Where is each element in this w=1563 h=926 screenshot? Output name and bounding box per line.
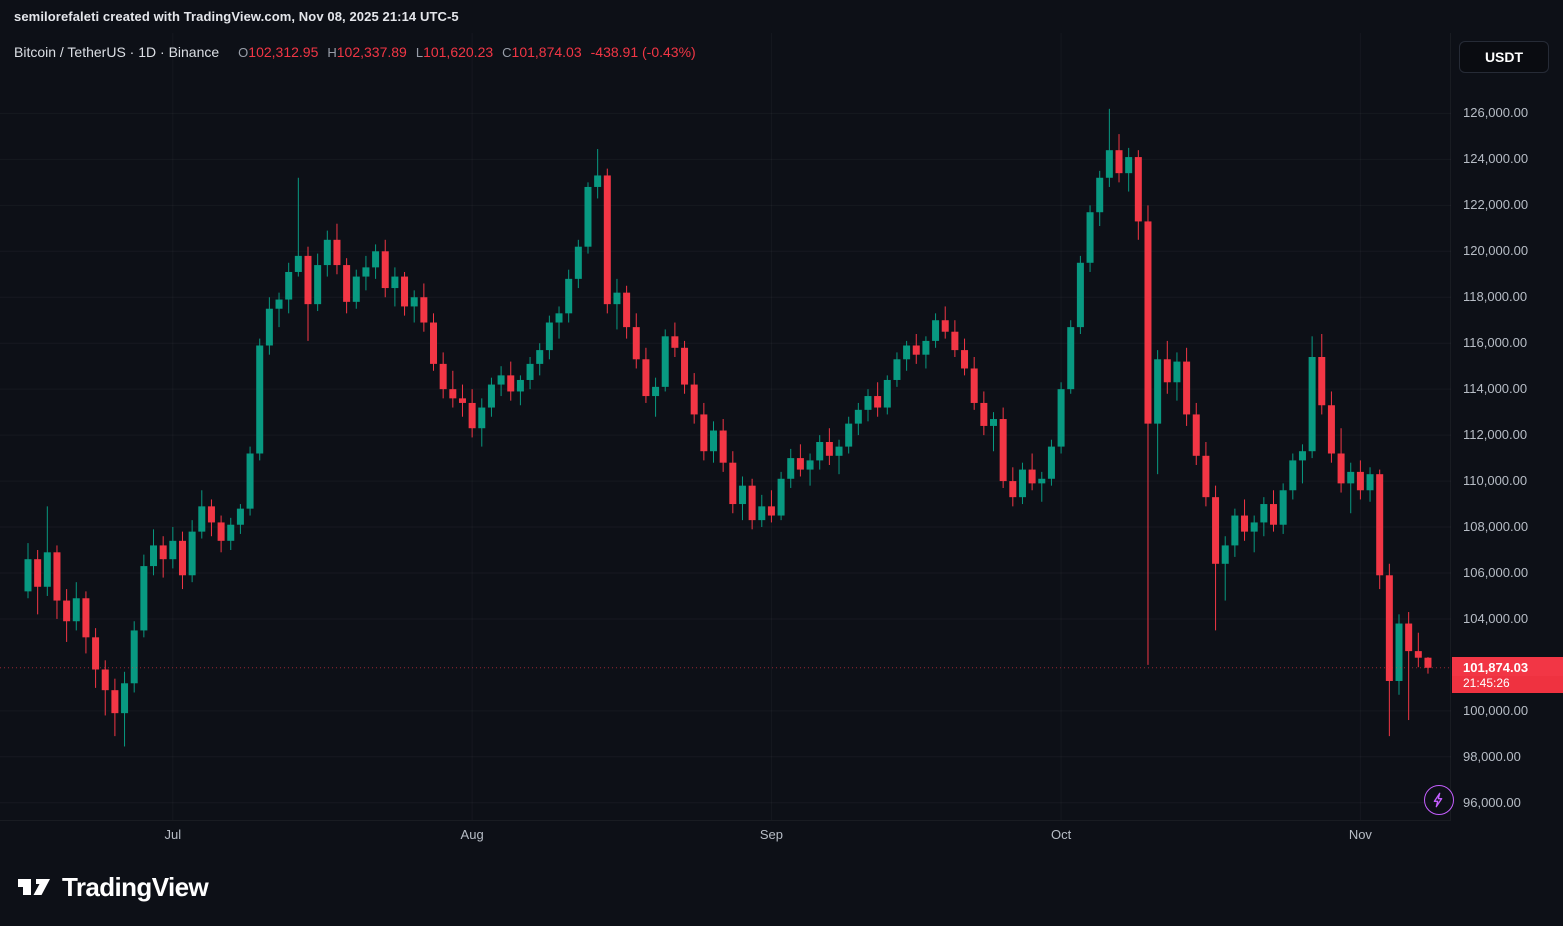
price-axis-label: 122,000.00 [1463,197,1529,213]
close-value: 101,874.03 [511,44,582,60]
attribution-bar: semilorefaleti created with TradingView.… [0,0,1563,33]
lightning-icon [1433,792,1443,808]
time-axis-month-label: Nov [1348,827,1372,842]
last-price-value: 101,874.03 [1452,656,1563,676]
attribution-text: semilorefaleti created with TradingView.… [14,9,459,24]
price-axis-label: 98,000.00 [1463,748,1521,764]
price-axis-label: 110,000.00 [1463,473,1528,489]
footer-bar: TradingView [0,848,1563,926]
high-value: 102,337.89 [336,44,407,60]
low-value: 101,620.23 [423,44,494,60]
low-label: L [415,45,424,60]
candlestick-chart[interactable] [0,33,1451,820]
price-axis-label: 114,000.00 [1463,381,1528,397]
tradingview-wordmark: TradingView [62,871,209,902]
high-label: H [327,45,337,60]
time-axis-month-label: Oct [1050,827,1072,842]
chart-region: Bitcoin / TetherUS · 1D · Binance O 102,… [0,33,1563,848]
boost-button[interactable] [1424,785,1454,815]
price-axis-label: 96,000.00 [1463,794,1521,810]
price-axis[interactable]: 101,874.03 21:45:26 126,000.00 124,000.00… [1450,33,1563,820]
close-label: C [502,45,512,60]
ohlc-readout: O 102,312.95 H 102,337.89 L 101,620.23 C… [229,44,696,60]
currency-toggle-usdt[interactable]: USDT [1459,41,1549,73]
symbol-title[interactable]: Bitcoin / TetherUS · 1D · Binance [14,44,220,60]
open-label: O [238,45,249,60]
time-axis-month-label: Sep [759,827,783,842]
bar-countdown: 21:45:26 [1452,675,1563,693]
price-axis-label: 118,000.00 [1463,289,1528,305]
symbol-ohlc-header: Bitcoin / TetherUS · 1D · Binance O 102,… [14,44,696,60]
last-price-label: 101,874.03 21:45:26 [1452,656,1563,693]
price-axis-label: 124,000.00 [1463,151,1529,167]
price-axis-label: 112,000.00 [1463,427,1528,443]
time-axis-month-label: Aug [460,827,484,842]
price-axis-label: 104,000.00 [1463,610,1529,626]
price-axis-label: 116,000.00 [1463,335,1528,351]
time-axis[interactable]: Jul Aug Sep Oct Nov [0,820,1451,849]
tradingview-logo[interactable]: TradingView [16,871,209,903]
price-axis-label: 126,000.00 [1463,105,1529,121]
price-axis-label: 100,000.00 [1463,702,1529,718]
time-axis-month-label: Jul [164,827,182,842]
open-value: 102,312.95 [248,44,319,60]
price-axis-label: 120,000.00 [1463,243,1529,259]
price-axis-label: 108,000.00 [1463,519,1529,535]
tradingview-mark-icon [18,879,50,895]
price-axis-label: 106,000.00 [1463,564,1529,580]
change-value: -438.91 (-0.43%) [590,44,696,60]
